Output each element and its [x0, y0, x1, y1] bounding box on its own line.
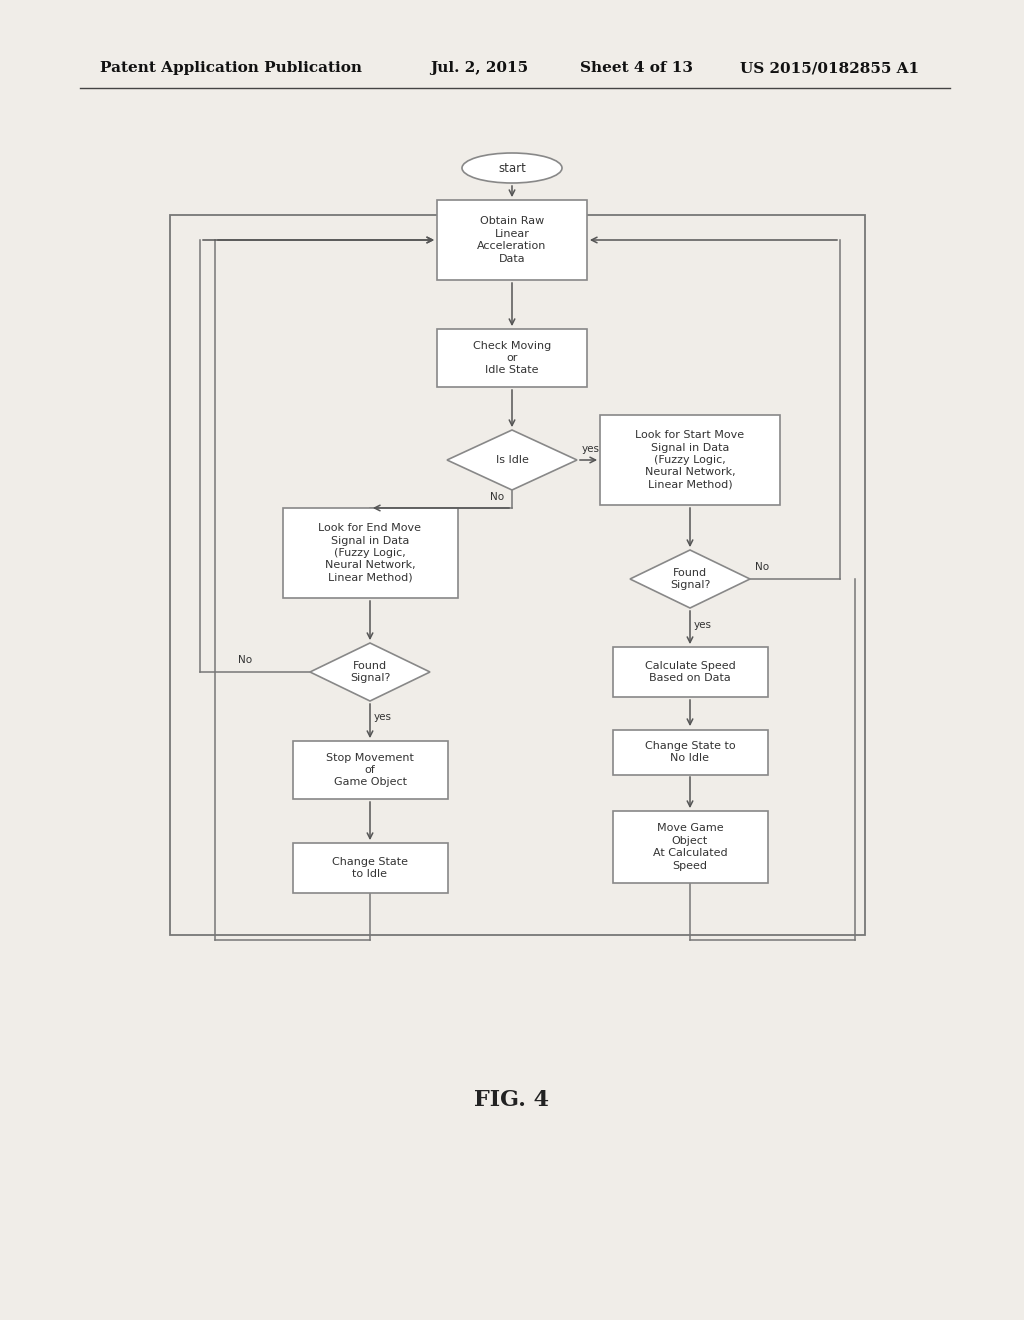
FancyBboxPatch shape: [612, 730, 768, 775]
Text: yes: yes: [694, 620, 712, 630]
Text: yes: yes: [374, 711, 392, 722]
Text: Sheet 4 of 13: Sheet 4 of 13: [580, 61, 693, 75]
Text: Calculate Speed
Based on Data: Calculate Speed Based on Data: [645, 661, 735, 684]
FancyBboxPatch shape: [612, 810, 768, 883]
Text: No: No: [755, 562, 769, 572]
FancyBboxPatch shape: [612, 647, 768, 697]
Text: FIG. 4: FIG. 4: [474, 1089, 550, 1111]
Text: Patent Application Publication: Patent Application Publication: [100, 61, 362, 75]
FancyBboxPatch shape: [600, 414, 780, 506]
Text: Stop Movement
of
Game Object: Stop Movement of Game Object: [326, 752, 414, 788]
Text: Look for Start Move
Signal in Data
(Fuzzy Logic,
Neural Network,
Linear Method): Look for Start Move Signal in Data (Fuzz…: [636, 430, 744, 490]
Text: Found
Signal?: Found Signal?: [350, 661, 390, 682]
Text: Is Idle: Is Idle: [496, 455, 528, 465]
Text: Found
Signal?: Found Signal?: [670, 568, 711, 590]
Ellipse shape: [462, 153, 562, 183]
Text: Jul. 2, 2015: Jul. 2, 2015: [430, 61, 528, 75]
Text: start: start: [498, 161, 526, 174]
Text: Change State to
No Idle: Change State to No Idle: [645, 741, 735, 763]
Polygon shape: [310, 643, 430, 701]
Text: Move Game
Object
At Calculated
Speed: Move Game Object At Calculated Speed: [652, 824, 727, 871]
Text: US 2015/0182855 A1: US 2015/0182855 A1: [740, 61, 920, 75]
FancyBboxPatch shape: [283, 508, 458, 598]
Polygon shape: [630, 550, 750, 609]
Text: Check Moving
or
Idle State: Check Moving or Idle State: [473, 341, 551, 375]
Text: yes: yes: [582, 444, 600, 454]
FancyBboxPatch shape: [437, 201, 587, 280]
Text: No: No: [238, 655, 252, 665]
Text: Change State
to Idle: Change State to Idle: [332, 857, 408, 879]
FancyBboxPatch shape: [437, 329, 587, 387]
Text: Look for End Move
Signal in Data
(Fuzzy Logic,
Neural Network,
Linear Method): Look for End Move Signal in Data (Fuzzy …: [318, 523, 422, 583]
Polygon shape: [447, 430, 577, 490]
FancyBboxPatch shape: [293, 741, 447, 799]
FancyBboxPatch shape: [293, 843, 447, 894]
Text: No: No: [490, 492, 504, 502]
Text: Obtain Raw
Linear
Acceleration
Data: Obtain Raw Linear Acceleration Data: [477, 216, 547, 264]
